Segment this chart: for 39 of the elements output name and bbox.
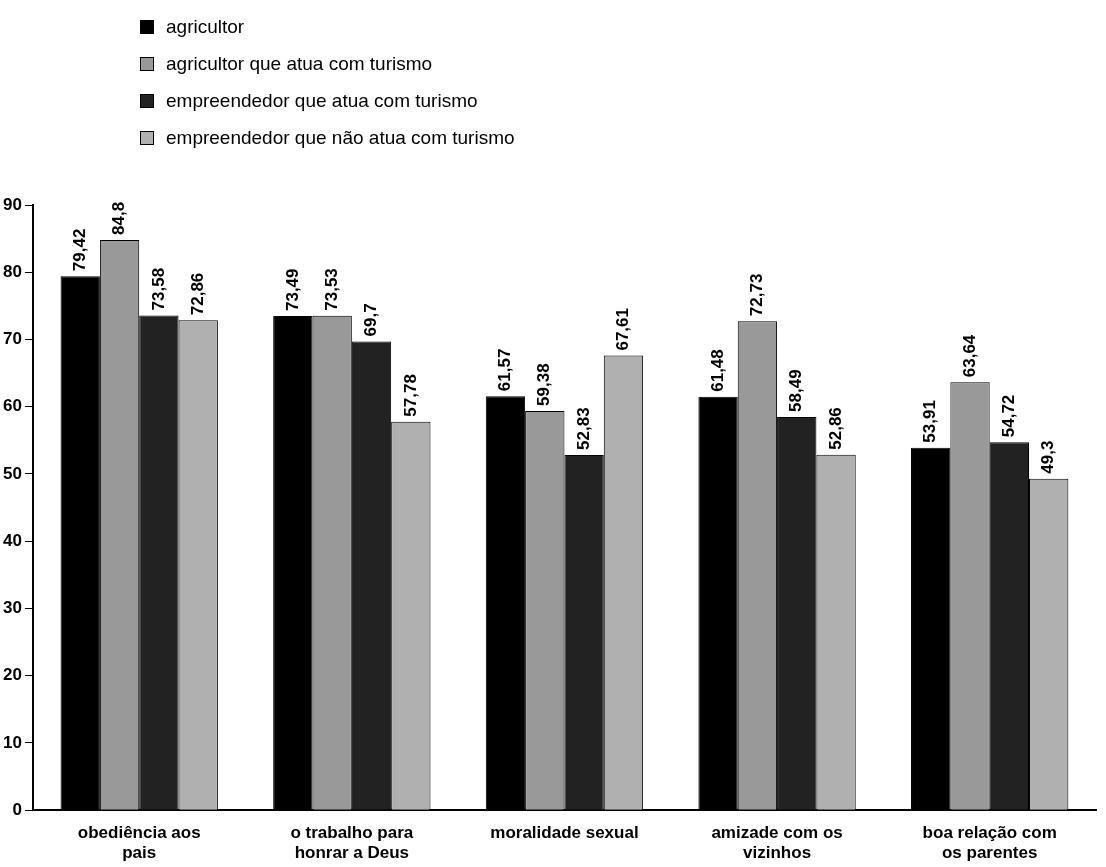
x-tick-label: o trabalho para honrar a Deus [290, 823, 414, 863]
y-tick-label: 30 [2, 598, 22, 618]
x-tick-label: moralidade sexual [490, 823, 639, 843]
y-tick-label: 50 [2, 463, 22, 483]
data-label: 73,58 [148, 267, 168, 311]
data-label: 52,86 [825, 407, 845, 450]
data-label: 57,78 [400, 374, 420, 417]
legend-label: agricultor [166, 15, 245, 38]
legend-label: empreendedor que atua com turismo [166, 89, 478, 112]
data-label: 52,83 [573, 407, 593, 450]
data-label: 72,86 [187, 272, 207, 316]
y-tick-label: 40 [2, 530, 22, 550]
data-label: 49,3 [1038, 440, 1058, 474]
data-label: 53,91 [920, 400, 940, 443]
legend-label: empreendedor que não atua com turismo [166, 126, 515, 149]
y-tick-label: 90 [2, 194, 22, 214]
x-tick-label: amizade com os vizinhos [711, 823, 843, 863]
x-tick-label: obediência aos pais [77, 823, 201, 863]
y-tick-label: 10 [2, 732, 22, 752]
data-label: 73,53 [321, 268, 341, 311]
data-label: 61,48 [707, 349, 727, 392]
data-label: 72,73 [747, 273, 767, 317]
y-tick-label: 0 [12, 799, 22, 819]
data-label: 63,64 [959, 334, 979, 378]
data-label: 69,7 [361, 303, 381, 337]
data-label: 67,61 [613, 308, 633, 351]
data-label: 58,49 [786, 369, 806, 412]
data-label: 61,57 [495, 348, 515, 392]
data-label: 73,49 [282, 268, 302, 312]
x-tick-label: boa relação com os parentes [922, 823, 1057, 863]
y-tick-label: 60 [2, 396, 22, 416]
data-label: 84,8 [109, 201, 129, 235]
data-label: 54,72 [999, 394, 1019, 438]
y-tick-label: 70 [2, 329, 22, 349]
y-tick-label: 80 [2, 261, 22, 281]
data-label: 79,42 [69, 228, 89, 272]
legend-label: agricultor que atua com turismo [166, 52, 433, 75]
data-label: 59,38 [534, 363, 554, 406]
y-tick-label: 20 [2, 665, 22, 685]
